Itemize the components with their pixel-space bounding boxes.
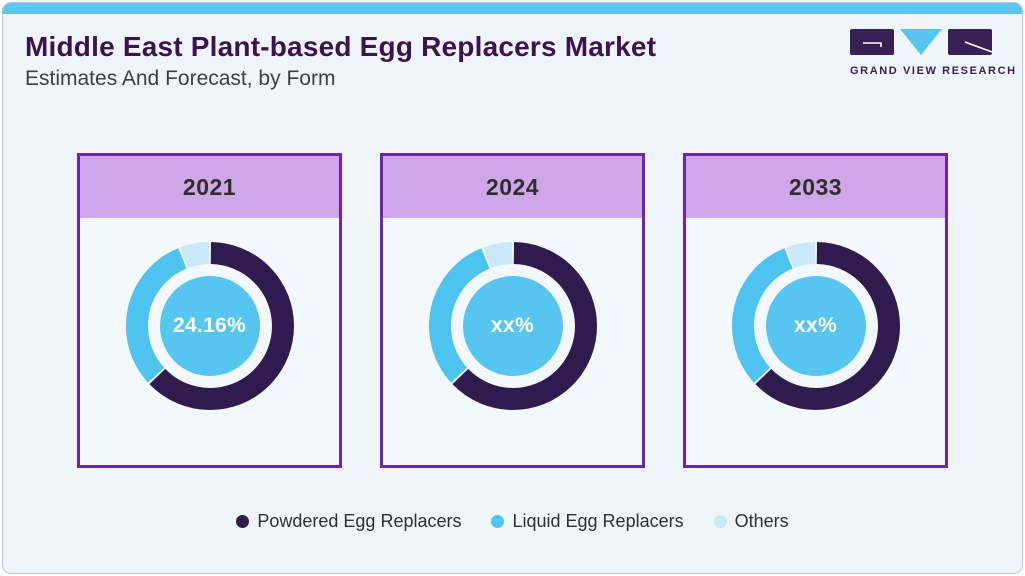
legend-dot-others	[713, 515, 727, 528]
legend-item-liquid: Liquid Egg Replacers	[491, 511, 684, 532]
legend-item-powdered: Powdered Egg Replacers	[236, 511, 461, 532]
gvr-logo-text: GRAND VIEW RESEARCH	[850, 65, 1017, 77]
legend-dot-powdered	[236, 515, 250, 528]
legend-label-powdered: Powdered Egg Replacers	[257, 511, 462, 531]
header-titles: Middle East Plant-based Egg Replacers Ma…	[25, 31, 656, 91]
top-accent-bar	[3, 3, 1022, 14]
donut-center-label-2024: xx%	[462, 276, 563, 376]
year-header-2024: 2024	[383, 156, 642, 218]
donut-cards-row: 2021 24.16% 2024 xx% 2033	[3, 153, 1022, 468]
legend-label-others: Others	[734, 511, 789, 531]
donut-chart-2024: xx%	[428, 242, 597, 410]
gvr-logo: GRAND VIEW RESEARCH	[850, 29, 1017, 77]
page-subtitle: Estimates And Forecast, by Form	[25, 67, 336, 90]
year-header-2033: 2033	[686, 156, 945, 218]
year-card-2021: 2021 24.16%	[77, 153, 342, 468]
donut-chart-2021: 24.16%	[125, 242, 294, 410]
page-title: Middle East Plant-based Egg Replacers Ma…	[25, 31, 657, 62]
chart-legend: Powdered Egg Replacers Liquid Egg Replac…	[3, 511, 1022, 532]
gvr-logo-icon	[850, 29, 993, 55]
year-card-2033: 2033 xx%	[683, 153, 948, 468]
donut-center-label-2033: xx%	[765, 276, 866, 376]
legend-label-liquid: Liquid Egg Replacers	[512, 511, 684, 531]
year-header-2021: 2021	[80, 156, 339, 218]
donut-chart-2033: xx%	[731, 242, 900, 410]
donut-center-label-2021: 24.16%	[159, 276, 260, 376]
legend-item-others: Others	[713, 511, 789, 532]
legend-dot-liquid	[491, 515, 505, 528]
year-card-2024: 2024 xx%	[380, 153, 645, 468]
